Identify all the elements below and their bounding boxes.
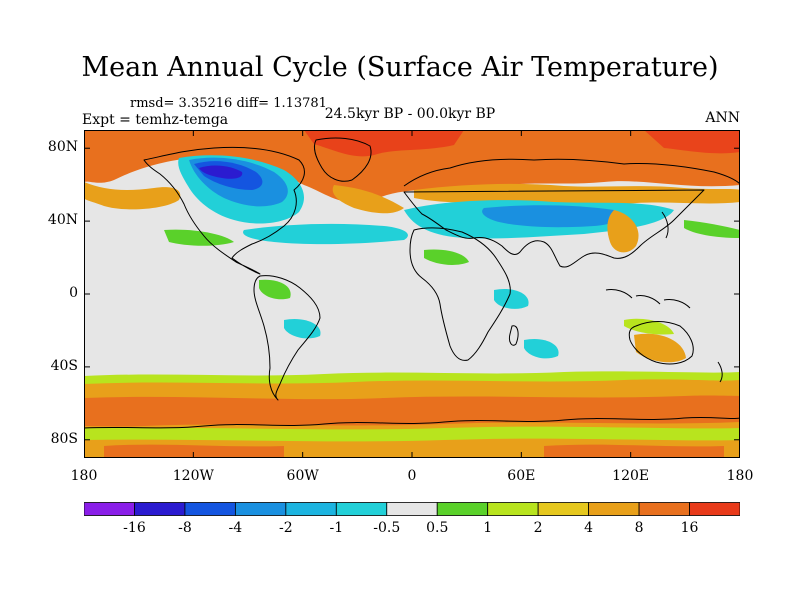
tropical-cold-patch-3 [524, 338, 559, 359]
africa-coast [409, 227, 511, 361]
lat-tick-label: 40S [50, 357, 78, 374]
lat-tick-label: 0 [69, 285, 78, 301]
colorbar-box [537, 502, 590, 516]
season-label: ANN [705, 110, 740, 126]
colorbar-label: -8 [178, 520, 192, 536]
lon-tick-label: 60E [507, 468, 536, 484]
australia-green-patch [624, 318, 674, 335]
australia-warm-patch [634, 333, 686, 363]
colorbar-box [436, 502, 489, 516]
eurasia-warm-band [414, 183, 740, 206]
colorbar-box [689, 502, 740, 516]
lon-tick-label: 0 [407, 468, 417, 484]
period-label: 24.5kyr BP - 00.0kyr BP [324, 106, 496, 122]
temperature-map [84, 130, 740, 458]
colorbar-box [84, 502, 135, 516]
lon-tick-marks [84, 130, 740, 458]
lat-tick-label: 80N [47, 139, 78, 156]
tropical-green-patch-2 [684, 220, 740, 238]
colorbar-label: 16 [680, 520, 699, 536]
colorbar-box [184, 502, 236, 516]
lat-tick-label: 80S [50, 430, 78, 447]
eurasia-coast [403, 158, 740, 268]
colorbar-label: 2 [533, 520, 543, 536]
siberia-hot-core [644, 130, 740, 154]
colorbar-label: -0.5 [373, 520, 401, 536]
japan-coast [661, 211, 669, 239]
indonesia-coast [605, 289, 691, 309]
africa-green-patch [424, 249, 469, 265]
colorbar-label: -16 [123, 520, 146, 536]
stats-label: rmsd= 3.35216 diff= 1.13781 [130, 96, 327, 111]
arctic-hot-core [304, 130, 464, 157]
lon-tick-label: 120W [172, 468, 214, 484]
lat-tick-label: 40N [47, 212, 78, 229]
lon-tick-label: 120E [612, 468, 650, 484]
lat-tick-marks [84, 147, 740, 441]
lon-tick-label: 60W [286, 468, 319, 484]
greenland-coast [313, 137, 372, 182]
subtropical-cold-band [243, 223, 408, 245]
eurasia-cold-core [482, 205, 622, 228]
colorbar-box [234, 502, 287, 516]
colorbar-box [487, 502, 539, 516]
colorbar-box [638, 502, 690, 516]
north-pacific-warm [84, 182, 181, 210]
figure-title: Mean Annual Cycle (Surface Air Temperatu… [81, 52, 719, 83]
colorbar-box [285, 502, 337, 516]
east-asia-warm [607, 210, 639, 253]
map-field [84, 130, 740, 458]
south-america-green-patch [259, 279, 291, 300]
colorbar [84, 502, 740, 516]
new-zealand-coast [717, 361, 723, 383]
colorbar-label: 8 [634, 520, 644, 536]
antarctica-coast [84, 416, 740, 429]
lon-tick-label: 180 [726, 468, 754, 484]
south-america-coast [253, 275, 321, 401]
colorbar-box [386, 502, 438, 516]
tropical-cold-patch-1 [494, 288, 529, 309]
colorbar-label: -1 [329, 520, 344, 536]
colorbar-box [588, 502, 640, 516]
colorbar-box [134, 502, 186, 516]
colorbar-label: 1 [483, 520, 493, 536]
experiment-label: Expt = temhz-temga [82, 112, 229, 128]
colorbar-label: -2 [279, 520, 293, 536]
north-atlantic-warm [332, 185, 404, 214]
antarctic-hot-patches [104, 444, 724, 458]
southern-hot-band [84, 395, 740, 427]
australia-coast [628, 321, 694, 365]
coastlines [84, 137, 740, 429]
colorbar-label: 0.5 [426, 520, 449, 536]
north-america-coldest [199, 165, 243, 179]
colorbar-label: -4 [228, 520, 243, 536]
tropical-green-patch-1 [164, 229, 234, 246]
colorbar-label: 4 [584, 520, 594, 536]
north-america-coast [143, 146, 305, 275]
antarctic-green-band [84, 426, 740, 442]
madagascar-coast [509, 325, 519, 346]
lon-tick-label: 180 [70, 468, 98, 484]
colorbar-box [335, 502, 388, 516]
